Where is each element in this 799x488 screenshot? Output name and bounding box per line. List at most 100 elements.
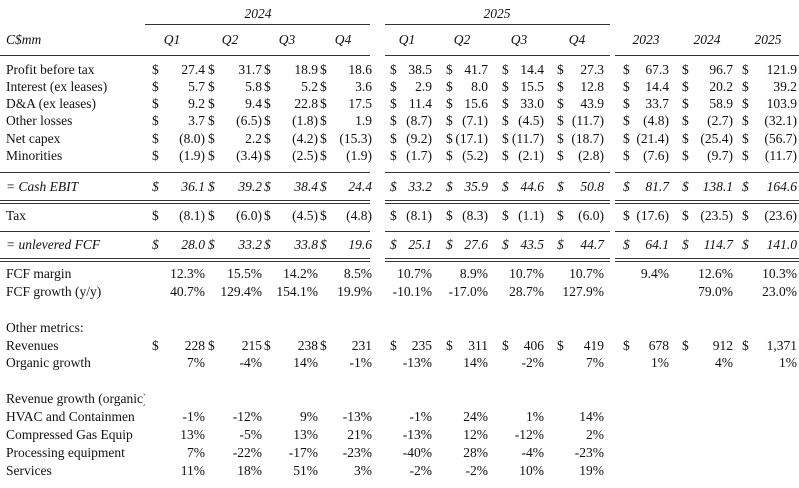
cell-value: (6.0) — [578, 208, 604, 223]
unit-label: C$mm — [6, 32, 42, 47]
currency-symbol: $ — [264, 179, 271, 194]
cell-value: 33.2 — [408, 179, 432, 194]
cell-value: 10% — [519, 463, 544, 478]
double-rule — [385, 200, 610, 204]
cell-value: -2% — [409, 463, 433, 478]
cell-value: 406 — [523, 338, 544, 353]
currency-symbol: $ — [742, 62, 749, 77]
cell-value: 27.4 — [181, 62, 205, 77]
currency-symbol: $ — [742, 113, 749, 128]
cell-value: 9.4% — [640, 266, 669, 281]
cell-value: (7.6) — [643, 148, 669, 163]
row-label: Other metrics: — [6, 320, 84, 335]
cell-value: 43.9 — [580, 96, 604, 111]
cell-value: 33.8 — [294, 237, 318, 252]
cell-value: 154.1% — [276, 284, 318, 299]
cell-value: -12% — [232, 409, 262, 424]
currency-symbol: $ — [208, 79, 215, 94]
currency-symbol: $ — [446, 338, 453, 353]
cell-value: 39.2 — [773, 79, 797, 94]
currency-symbol: $ — [264, 208, 271, 223]
cell-value: 228 — [184, 338, 205, 353]
year-header: 2024 — [244, 6, 272, 21]
cell-value: 2% — [586, 427, 604, 442]
cell-value: 33.7 — [645, 96, 669, 111]
currency-symbol: $ — [446, 208, 453, 223]
currency-symbol: $ — [557, 237, 564, 252]
cell-value: 39.2 — [238, 179, 262, 194]
cell-value: 231 — [351, 338, 372, 353]
cell-value: 1% — [526, 409, 544, 424]
currency-symbol: $ — [320, 79, 327, 94]
currency-symbol: $ — [208, 148, 215, 163]
cell-value: 2.2 — [245, 131, 262, 146]
row-label: Minorities — [6, 148, 63, 163]
currency-symbol: $ — [623, 179, 630, 194]
cell-value: 15.6 — [464, 96, 488, 111]
cell-value: 103.9 — [766, 96, 797, 111]
cell-value: 1.9 — [355, 113, 372, 128]
cell-value: 129.4% — [220, 284, 262, 299]
period-header: Q3 — [510, 32, 528, 47]
cell-value: 7% — [586, 355, 604, 370]
cell-value: 81.7 — [645, 179, 669, 194]
cell-value: -13% — [342, 409, 372, 424]
currency-symbol: $ — [502, 62, 509, 77]
period-header: Q2 — [221, 32, 239, 47]
cell-value: (23.5) — [700, 208, 733, 223]
currency-symbol: $ — [208, 113, 215, 128]
row-label: D&A (ex leases) — [6, 96, 96, 111]
cell-value: (32.1) — [764, 113, 797, 128]
cell-value: 8.9% — [459, 266, 488, 281]
currency-symbol: $ — [502, 113, 509, 128]
period-header: 2023 — [632, 32, 660, 47]
currency-symbol: $ — [320, 338, 327, 353]
rule — [145, 24, 370, 25]
rule — [0, 172, 370, 173]
row-label: Revenues — [6, 338, 59, 353]
currency-symbol: $ — [742, 148, 749, 163]
cell-value: (8.1) — [179, 208, 205, 223]
cell-value: (4.5) — [292, 208, 318, 223]
cell-value: 23.0% — [762, 284, 797, 299]
cell-value: 24% — [463, 409, 488, 424]
currency-symbol: $ — [623, 148, 630, 163]
cell-value: (25.4) — [700, 131, 733, 146]
row-label: HVAC and Containmen — [6, 409, 135, 424]
cell-value: 28.7% — [509, 284, 544, 299]
cell-value: (8.1) — [406, 208, 432, 223]
cell-value: 7% — [187, 355, 205, 370]
cell-value: 20.2 — [709, 79, 733, 94]
cell-value: 11.4 — [408, 96, 432, 111]
cell-value: (9.7) — [707, 148, 733, 163]
cell-value: 138.1 — [702, 179, 733, 194]
currency-symbol: $ — [682, 179, 689, 194]
cell-value: (21.4) — [636, 131, 669, 146]
cell-value: (1.9) — [346, 148, 372, 163]
cell-value: 10.7% — [509, 266, 544, 281]
cell-value: 14.4 — [645, 79, 669, 94]
rule — [385, 231, 610, 232]
currency-symbol: $ — [264, 148, 271, 163]
cell-value: -2% — [465, 463, 489, 478]
cell-value: -40% — [402, 445, 432, 460]
row-label: Processing equipment — [6, 445, 125, 460]
row-label: = Cash EBIT — [6, 179, 79, 194]
currency-symbol: $ — [390, 79, 397, 94]
currency-symbol: $ — [742, 338, 749, 353]
currency-symbol: $ — [390, 179, 397, 194]
currency-symbol: $ — [264, 237, 271, 252]
cell-value: 164.6 — [766, 179, 797, 194]
cell-value: (11.7) — [511, 131, 544, 146]
cell-value: 11% — [180, 463, 205, 478]
period-header: Q2 — [453, 32, 471, 47]
cell-value: 44.7 — [580, 237, 604, 252]
currency-symbol: $ — [446, 79, 453, 94]
cell-value: 9% — [300, 409, 318, 424]
cell-value: (15.3) — [339, 131, 372, 146]
double-rule — [615, 258, 799, 262]
cell-value: 10.3% — [762, 266, 797, 281]
currency-symbol: $ — [557, 131, 564, 146]
period-header: Q3 — [278, 32, 296, 47]
